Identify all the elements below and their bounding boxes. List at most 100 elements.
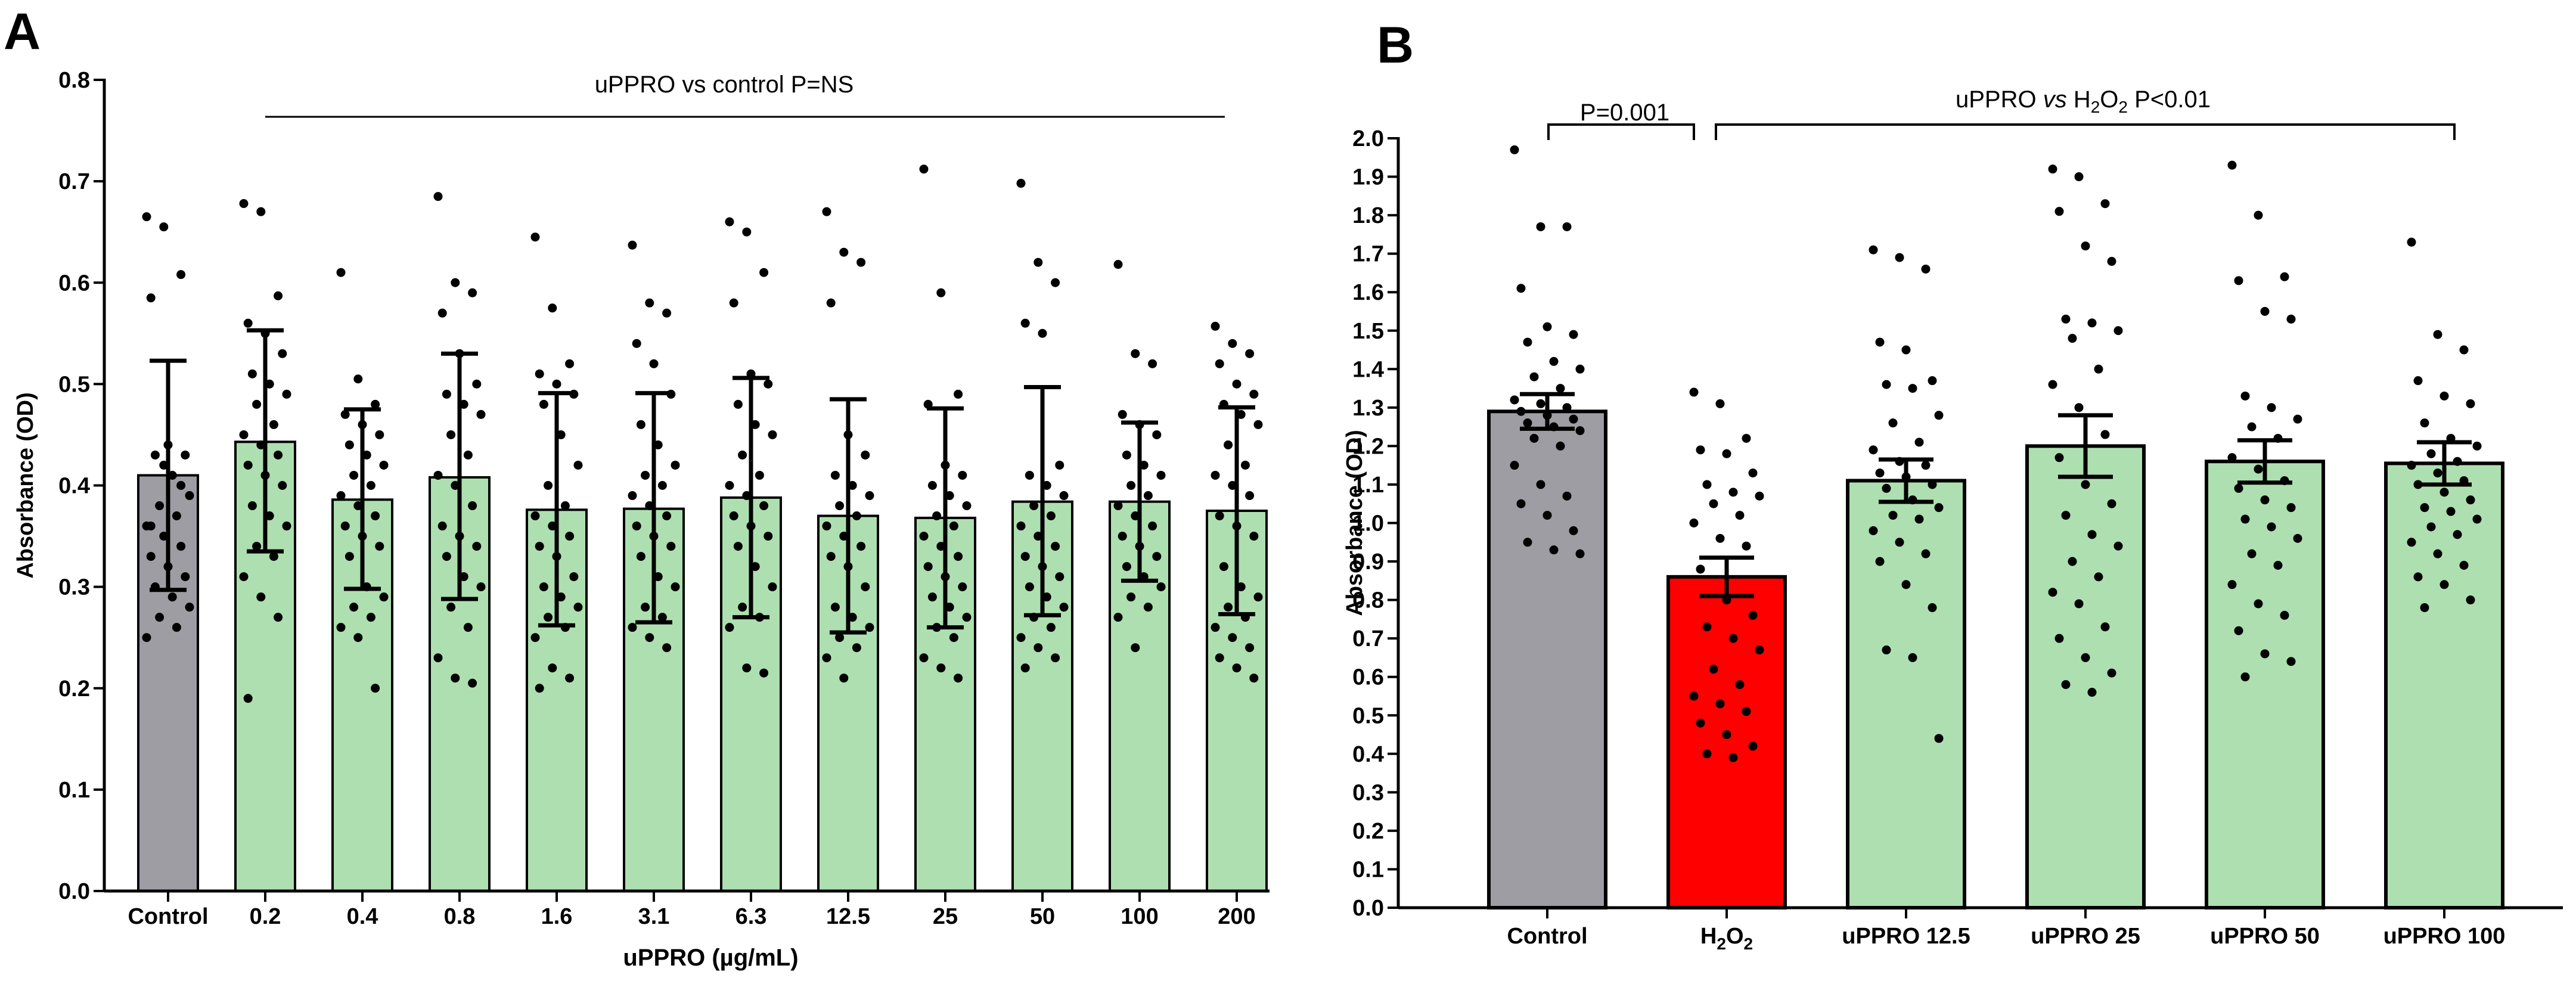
data-point bbox=[142, 633, 151, 642]
data-point bbox=[167, 592, 177, 602]
panel-b-annotations: P=0.001 uPPRO vs H2O2 P<0.01 bbox=[1547, 86, 2456, 140]
data-point bbox=[2234, 276, 2243, 285]
data-point bbox=[1059, 603, 1069, 612]
data-point bbox=[725, 481, 734, 490]
data-point bbox=[336, 268, 346, 277]
data-point bbox=[2227, 580, 2237, 589]
data-point bbox=[239, 572, 249, 582]
data-point bbox=[1696, 445, 1705, 455]
data-point bbox=[1033, 257, 1043, 267]
data-point bbox=[2081, 653, 2090, 662]
data-point bbox=[1523, 418, 1532, 428]
data-point bbox=[1126, 592, 1136, 602]
data-point bbox=[552, 379, 561, 389]
data-point bbox=[2286, 314, 2296, 324]
data-point bbox=[472, 379, 482, 389]
data-point bbox=[349, 470, 359, 480]
data-point bbox=[442, 552, 451, 561]
data-point bbox=[371, 511, 380, 521]
data-point bbox=[2081, 480, 2090, 489]
data-point bbox=[1245, 491, 1255, 501]
y-tick-label: 0.0 bbox=[1352, 896, 1384, 921]
data-point bbox=[1882, 380, 1891, 389]
data-point bbox=[1025, 470, 1034, 480]
data-point bbox=[1510, 395, 1519, 405]
data-point bbox=[738, 603, 747, 612]
x-axis-label: uPPRO (µg/mL) bbox=[623, 945, 798, 971]
data-point bbox=[2407, 538, 2416, 547]
data-point bbox=[433, 470, 443, 480]
y-tick-label: 0.1 bbox=[1352, 857, 1384, 882]
data-point bbox=[954, 389, 963, 399]
data-point bbox=[742, 227, 752, 237]
data-point bbox=[2061, 511, 2071, 520]
data-point bbox=[861, 450, 870, 460]
y-tick-label: 0.4 bbox=[58, 474, 90, 499]
data-point bbox=[247, 501, 257, 511]
data-point bbox=[2087, 688, 2097, 697]
data-point bbox=[243, 460, 253, 470]
data-point bbox=[641, 470, 650, 480]
data-point bbox=[366, 613, 375, 622]
data-point bbox=[560, 501, 570, 511]
data-point bbox=[1556, 441, 1565, 451]
data-point bbox=[1562, 222, 1572, 231]
data-point bbox=[2074, 403, 2084, 412]
data-point bbox=[1934, 411, 1944, 420]
data-point bbox=[544, 481, 553, 490]
data-point bbox=[2280, 610, 2289, 620]
data-point bbox=[1020, 552, 1030, 561]
data-point bbox=[142, 212, 151, 222]
data-point bbox=[1224, 603, 1233, 612]
data-point bbox=[632, 522, 641, 531]
data-point bbox=[2068, 334, 2077, 343]
data-point bbox=[1245, 349, 1255, 358]
x-tick-label: uPPRO 12.5 bbox=[1842, 924, 1970, 949]
data-point bbox=[340, 409, 350, 419]
data-point bbox=[336, 491, 346, 501]
data-point bbox=[729, 298, 738, 308]
data-point bbox=[539, 399, 548, 409]
data-point bbox=[573, 603, 583, 612]
data-point bbox=[1249, 532, 1259, 541]
data-point bbox=[371, 684, 380, 693]
y-tick-label: 1.1 bbox=[1352, 473, 1384, 498]
y-axis-label: Absorbance (OD) bbox=[1342, 430, 1367, 616]
data-point bbox=[1728, 753, 1738, 762]
data-point bbox=[1875, 337, 1885, 347]
data-point bbox=[2254, 464, 2263, 474]
data-point bbox=[1689, 691, 1699, 701]
data-point bbox=[1033, 643, 1043, 653]
data-point bbox=[1516, 406, 1526, 416]
data-point bbox=[548, 663, 557, 673]
panel-b-right-bracket bbox=[1715, 123, 2456, 140]
data-point bbox=[919, 532, 929, 541]
data-point bbox=[962, 501, 972, 511]
data-point bbox=[2267, 522, 2276, 532]
data-point bbox=[1735, 511, 1745, 520]
y-tick-label: 1.7 bbox=[1352, 242, 1384, 267]
data-point bbox=[185, 603, 194, 612]
data-point bbox=[2472, 441, 2482, 451]
data-point bbox=[2433, 468, 2442, 478]
data-point bbox=[442, 389, 451, 399]
data-point bbox=[1113, 613, 1123, 622]
data-point bbox=[1901, 580, 1911, 589]
data-point bbox=[1126, 481, 1136, 490]
x-tick-label: 3.1 bbox=[638, 904, 670, 929]
data-point bbox=[1562, 403, 1572, 412]
data-point bbox=[176, 270, 186, 280]
data-point bbox=[2240, 514, 2250, 524]
y-tick-label: 2.0 bbox=[1352, 126, 1384, 151]
data-point bbox=[1228, 339, 1237, 348]
data-point bbox=[919, 653, 929, 663]
data-point bbox=[822, 207, 831, 216]
data-point bbox=[336, 623, 346, 632]
data-point bbox=[1569, 526, 1578, 535]
data-point bbox=[274, 450, 283, 460]
data-point bbox=[539, 582, 548, 592]
data-point bbox=[1051, 542, 1060, 551]
data-point bbox=[2472, 514, 2482, 524]
data-point bbox=[1755, 645, 1764, 655]
